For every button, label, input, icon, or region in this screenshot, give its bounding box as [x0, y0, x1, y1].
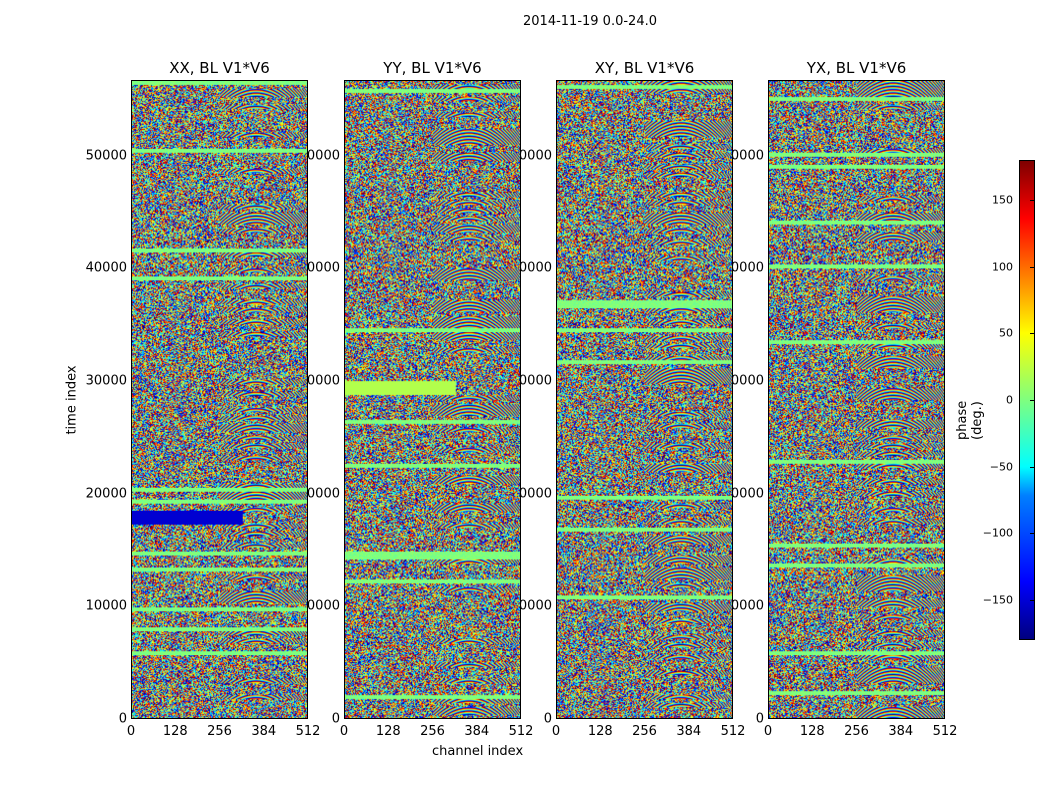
heatmap-panel-3 — [768, 80, 945, 719]
y-tick-label: 20000 — [85, 486, 127, 502]
heatmap-panel-0 — [131, 80, 308, 719]
x-tick-label: 0 — [126, 724, 136, 739]
panel-title-2: XY, BL V1*V6 — [594, 59, 695, 77]
y-tick-label: 10000 — [85, 598, 127, 614]
x-tick-label: 512 — [720, 724, 746, 739]
x-tick-label: 512 — [508, 724, 534, 739]
colorbar-tick-label: 150 — [992, 193, 1013, 207]
x-tick-label: 256 — [420, 724, 445, 739]
y-tick-label: 0 — [118, 711, 127, 727]
x-tick-label: 384 — [251, 724, 277, 739]
colorbar-tick-label: −150 — [982, 593, 1013, 607]
x-tick-label: 0 — [551, 724, 561, 739]
colorbar-tick-label: 50 — [999, 326, 1013, 340]
y-tick-label: 50000 — [298, 148, 340, 163]
y-tick-label: 30000 — [85, 373, 127, 389]
x-tick-label: 256 — [844, 724, 869, 739]
panel-title-0: XX, BL V1*V6 — [169, 59, 270, 77]
x-tick-label: 128 — [375, 724, 401, 739]
x-tick-label: 256 — [207, 724, 232, 739]
y-tick-label: 0 — [331, 711, 340, 727]
y-tick-label: 10000 — [298, 598, 340, 614]
x-tick-label: 0 — [339, 724, 349, 739]
colorbar-tick-label: −100 — [982, 526, 1013, 540]
colorbar-tick-mark — [1030, 200, 1035, 201]
colorbar-tick-mark — [1030, 600, 1035, 601]
x-tick-label: 384 — [464, 724, 490, 739]
y-tick-label: 20000 — [298, 486, 340, 502]
y-tick-label: 30000 — [298, 373, 340, 389]
colorbar-tick-label: −50 — [989, 460, 1013, 474]
colorbar-label: phase (deg.) — [955, 400, 985, 440]
heatmap-panel-2 — [556, 80, 733, 719]
x-tick-label: 128 — [162, 724, 188, 739]
x-tick-label: 384 — [888, 724, 914, 739]
x-tick-label: 512 — [295, 724, 321, 739]
colorbar-tick-label: 100 — [992, 260, 1013, 274]
x-tick-label: 256 — [632, 724, 657, 739]
x-tick-label: 512 — [932, 724, 958, 739]
panel-title-1: YY, BL V1*V6 — [383, 59, 482, 77]
colorbar-tick-mark — [1030, 466, 1035, 468]
x-axis-label: channel index — [432, 744, 524, 759]
y-tick-label: 40000 — [85, 260, 127, 276]
colorbar-tick-mark — [1030, 533, 1035, 535]
panel-title-3: YX, BL V1*V6 — [806, 59, 907, 77]
colorbar-tick-mark — [1030, 400, 1035, 401]
x-tick-label: 128 — [587, 724, 613, 739]
colorbar-tick-label: 0 — [1006, 393, 1013, 407]
x-tick-label: 384 — [676, 724, 702, 739]
y-axis-label: time index — [64, 365, 80, 435]
y-tick-label: 50000 — [85, 148, 127, 163]
y-tick-label: 0 — [755, 711, 764, 727]
colorbar-tick-mark — [1030, 333, 1035, 335]
heatmap-panel-1 — [344, 80, 521, 719]
x-tick-label: 128 — [799, 724, 825, 739]
colorbar-tick-mark — [1030, 266, 1035, 268]
y-tick-label: 40000 — [298, 260, 340, 276]
x-tick-label: 0 — [763, 724, 773, 739]
y-tick-label: 0 — [543, 711, 552, 727]
figure-suptitle: 2014-11-19 0.0-24.0 — [523, 14, 657, 29]
